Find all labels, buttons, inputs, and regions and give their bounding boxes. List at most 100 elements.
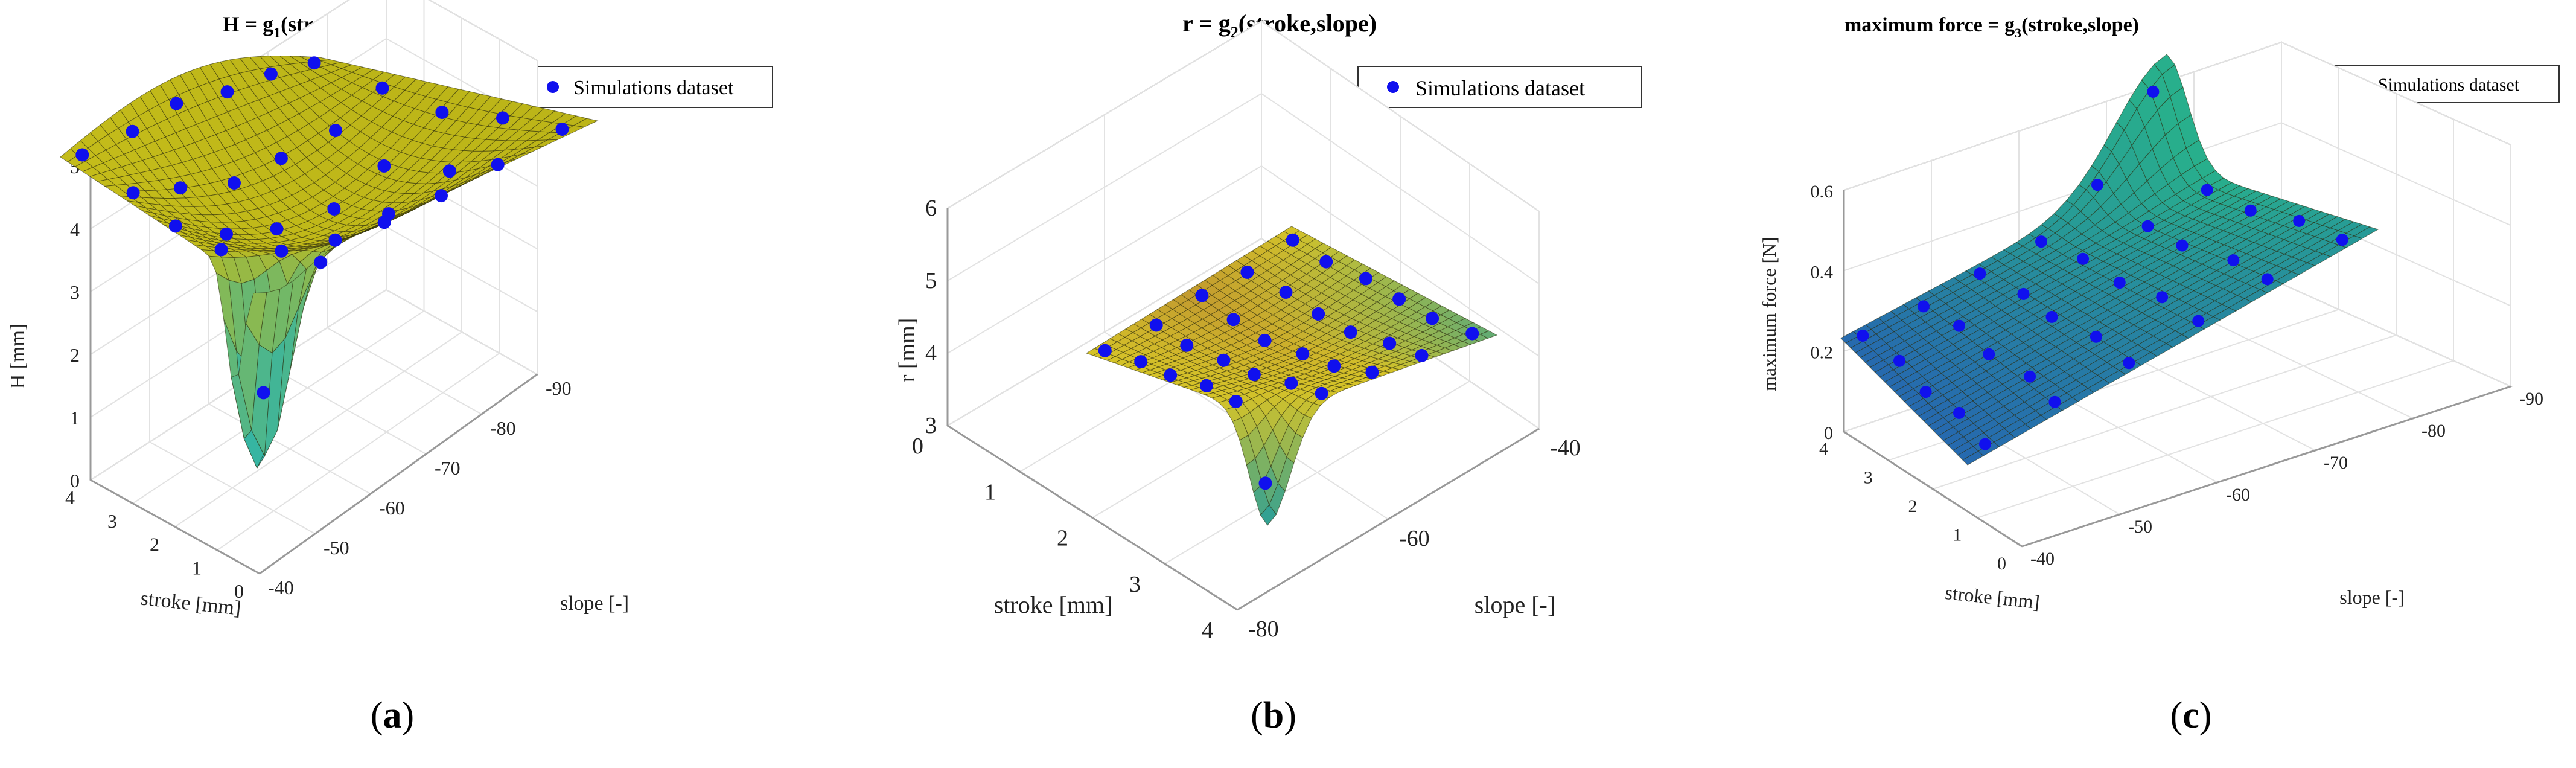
- data-point: [1893, 354, 1905, 367]
- data-point: [2091, 179, 2103, 191]
- data-point: [1359, 272, 1372, 286]
- legend-box-b: [1357, 66, 1642, 108]
- x-axis-line-a: [90, 479, 260, 575]
- data-point: [2077, 252, 2090, 265]
- y-tick-label-c: -40: [2030, 549, 2055, 569]
- grid-x-c: [1933, 334, 2397, 490]
- x-axis-label-b: stroke [mm]: [994, 591, 1113, 618]
- data-point: [1180, 338, 1194, 352]
- chart-panel-b: r = g2(stroke,slope) Simulations dataset…: [845, 0, 1690, 768]
- data-point: [1286, 233, 1299, 247]
- data-point: [2123, 357, 2135, 370]
- y-tick-label-a: -90: [546, 377, 572, 399]
- data-point: [275, 244, 289, 258]
- legend-box-a: [518, 66, 773, 108]
- data-point: [2244, 204, 2257, 217]
- data-point: [1917, 300, 1930, 313]
- y-tick-label-c: -70: [2324, 453, 2348, 473]
- data-point: [2024, 370, 2036, 383]
- y-tick-label-a: -40: [268, 577, 294, 598]
- y-tick-label-a: -80: [490, 417, 516, 439]
- data-point: [2035, 235, 2047, 248]
- data-point: [1953, 406, 1965, 419]
- z-tick-label-a: 2: [70, 344, 80, 366]
- z-tick-label-a: 0: [70, 470, 80, 491]
- grid-y-a: [267, 365, 427, 455]
- data-point: [170, 97, 183, 110]
- data-point: [264, 67, 278, 81]
- x-tick-label-b: 3: [1129, 572, 1141, 597]
- y-tick-label-b: -60: [1399, 526, 1430, 551]
- y-tick-label-c: -50: [2128, 517, 2152, 537]
- y-axis-label-b: slope [-]: [1475, 591, 1555, 618]
- legend-a: Simulations dataset: [518, 66, 773, 108]
- data-point: [327, 202, 341, 216]
- chart-title-c: maximum force = g3(stroke,slope): [1844, 14, 2139, 40]
- caption-b: (b): [1251, 695, 1296, 736]
- x-axis-line-c: [1843, 430, 2023, 548]
- x-tick-label-c: 3: [1864, 468, 1873, 488]
- y-tick-label-a: -50: [324, 537, 349, 558]
- x-tick-label-b: 1: [984, 479, 996, 505]
- data-point: [1344, 325, 1357, 339]
- data-point: [1465, 327, 1479, 341]
- y-tick-label-b: -40: [1550, 435, 1581, 461]
- grid-x-a: [174, 331, 462, 528]
- z-axis-label-c: maximum force [N]: [1758, 237, 1780, 391]
- caption-a: (a): [370, 695, 415, 736]
- data-point: [2156, 291, 2169, 304]
- data-point: [435, 106, 449, 119]
- data-point: [126, 124, 139, 138]
- surface-plot-c: maximum force = g3(stroke,slope) Simulat…: [1758, 14, 2560, 613]
- z-tick-label-c: 0.2: [1811, 343, 1834, 363]
- y-tick-label-c: -90: [2519, 389, 2543, 409]
- data-point: [442, 164, 456, 178]
- x-tick-label-a: 4: [65, 487, 75, 508]
- z-tick-label-b: 6: [925, 196, 937, 221]
- y-tick-label-c: -80: [2421, 421, 2446, 441]
- data-points-c: [1857, 85, 2348, 450]
- data-point: [2201, 184, 2213, 196]
- data-point: [2017, 287, 2030, 300]
- y-tick-label-a: -70: [435, 457, 461, 479]
- data-point: [1383, 336, 1397, 350]
- surface-b: [1085, 226, 1498, 526]
- y-tick-label-c: -60: [2226, 485, 2250, 505]
- legend-b: Simulations dataset: [1357, 66, 1642, 108]
- x-tick-label-a: 3: [107, 510, 117, 532]
- data-point: [375, 81, 389, 95]
- data-point: [496, 111, 509, 125]
- data-point: [1195, 289, 1209, 302]
- data-point: [314, 255, 328, 269]
- data-point: [2141, 220, 2154, 232]
- data-point: [173, 181, 187, 195]
- data-point: [220, 85, 234, 99]
- grid-y-a: [327, 327, 482, 415]
- data-point: [1919, 386, 1932, 398]
- data-point: [307, 56, 321, 70]
- chart-panel-a: H = g1(stroke,slope) Simulations dataset…: [0, 0, 773, 768]
- data-point: [1149, 318, 1163, 332]
- data-point: [1296, 347, 1310, 361]
- data-point: [2336, 234, 2348, 246]
- data-point: [1315, 386, 1328, 400]
- data-point: [1279, 286, 1293, 299]
- data-point: [1365, 365, 1379, 379]
- z-tick-label-b: 4: [925, 341, 937, 366]
- z-tick-label-b: 5: [925, 268, 937, 293]
- z-tick-label-a: 3: [70, 281, 80, 303]
- x-tick-label-a: 0: [234, 580, 244, 602]
- x-tick-label-b: 2: [1057, 526, 1068, 551]
- surface-cell: [1479, 330, 1498, 339]
- grid-x-c: [1977, 360, 2454, 519]
- data-point: [1974, 267, 1986, 280]
- data-point: [1312, 307, 1325, 321]
- surface-plot-a: H = g1(stroke,slope) Simulations dataset…: [7, 0, 773, 620]
- data-point: [491, 158, 505, 171]
- y-axis-label-c: slope [-]: [2339, 586, 2405, 608]
- grid-y-a: [208, 403, 371, 494]
- grid-y-c: [2281, 283, 2511, 387]
- legend-marker-a: [547, 81, 559, 93]
- x-tick-label-a: 1: [192, 557, 202, 578]
- data-point: [2176, 239, 2189, 252]
